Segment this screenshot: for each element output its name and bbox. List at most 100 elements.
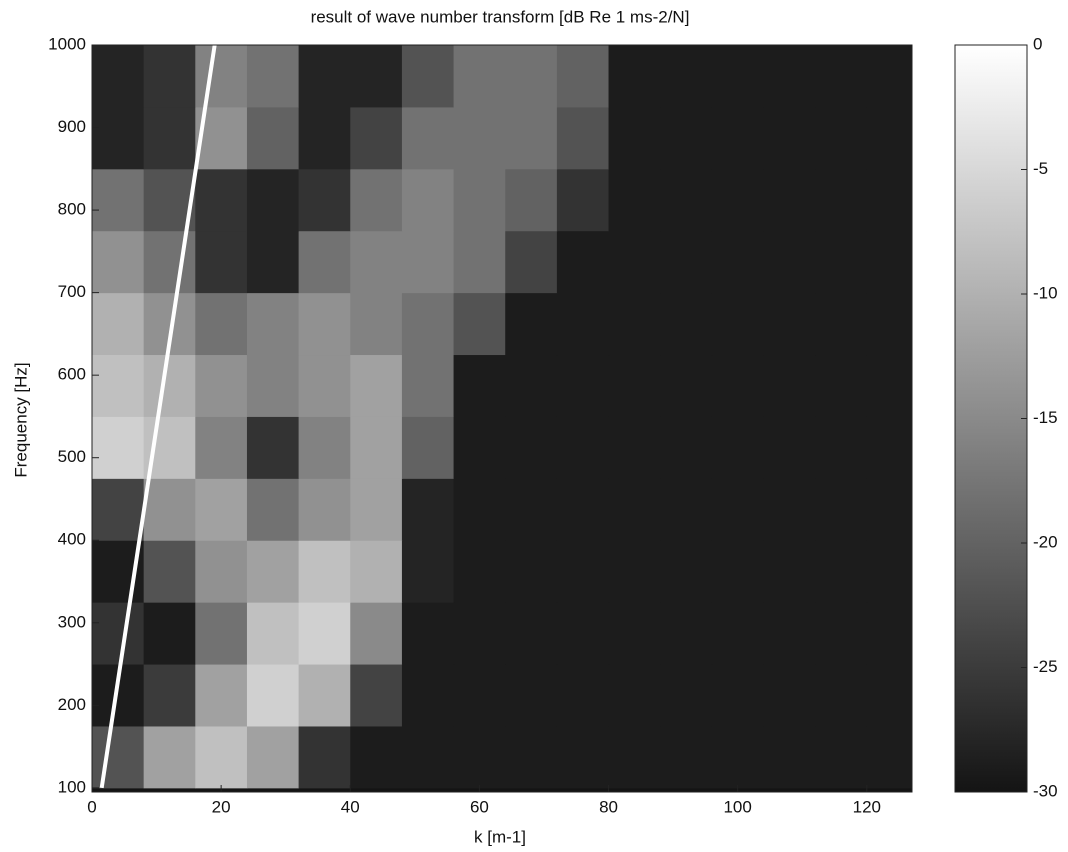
heat-cell — [350, 168, 403, 232]
heat-cell — [195, 292, 248, 356]
heat-cell — [608, 664, 661, 727]
heat-cell — [401, 354, 455, 417]
x-tick-label: 60 — [470, 797, 489, 816]
heat-cell — [350, 106, 403, 170]
heat-cell — [195, 354, 248, 417]
heat-cell — [195, 230, 248, 294]
heat-cell — [660, 540, 713, 603]
heat-cell — [453, 664, 506, 727]
heat-cell — [401, 478, 455, 541]
heat-cell — [556, 478, 610, 541]
heat-cell — [660, 45, 713, 108]
heat-cell — [401, 106, 455, 170]
heat-cell — [143, 478, 196, 541]
heat-cell — [711, 230, 764, 294]
heat-cell — [350, 725, 403, 789]
heat-cell — [505, 106, 558, 170]
heat-cell — [298, 292, 351, 356]
heat-cell — [608, 540, 661, 603]
heat-cell — [195, 725, 248, 789]
heat-cell — [401, 725, 455, 789]
heat-cell — [815, 168, 868, 232]
heat-cell — [556, 168, 610, 232]
y-tick-label: 600 — [58, 365, 86, 384]
heat-cell — [763, 416, 816, 479]
heat-cell — [195, 416, 248, 479]
heat-cell — [453, 292, 506, 356]
heat-cell — [763, 540, 816, 603]
heat-cell — [608, 292, 661, 356]
heat-cell — [556, 106, 610, 170]
colorbar-tick-label: -20 — [1033, 532, 1058, 551]
heat-cell — [505, 45, 558, 108]
heat-cell — [556, 602, 610, 665]
heat-cell — [711, 602, 764, 665]
heat-cell — [195, 45, 248, 108]
y-tick-label: 1000 — [48, 34, 86, 53]
heat-cell — [401, 602, 455, 665]
heat-cell — [92, 354, 145, 417]
colorbar-tick-label: -10 — [1033, 283, 1058, 302]
heat-cell — [92, 292, 145, 356]
y-tick-label: 500 — [58, 447, 86, 466]
heat-cell — [246, 664, 300, 727]
colorbar-tick-label: 0 — [1033, 34, 1042, 53]
heat-cell — [453, 725, 506, 789]
heat-cell — [350, 540, 403, 603]
heat-cell — [143, 602, 196, 665]
heat-cell — [298, 106, 351, 170]
heat-cell — [815, 354, 868, 417]
y-tick-label: 700 — [58, 282, 86, 301]
heat-cell — [660, 292, 713, 356]
heat-cell — [401, 416, 455, 479]
heat-cell — [453, 416, 506, 479]
heat-cell — [608, 354, 661, 417]
heat-cell — [401, 664, 455, 727]
heat-cell — [298, 478, 351, 541]
heat-cell — [556, 725, 610, 789]
heat-cell — [763, 106, 816, 170]
heat-cell — [143, 725, 196, 789]
plot-frame — [91, 44, 913, 793]
heat-cell — [763, 725, 816, 789]
heat-cell — [92, 725, 145, 789]
colorbar-tick-label: -5 — [1033, 159, 1048, 178]
x-tick-label: 0 — [87, 797, 96, 816]
heat-cell — [711, 664, 764, 727]
heat-cell — [246, 725, 300, 789]
heat-cell — [815, 602, 868, 665]
heat-cell — [298, 416, 351, 479]
heat-cell — [143, 106, 196, 170]
heat-cell — [92, 602, 145, 665]
heat-cell — [143, 45, 196, 108]
heat-cell — [763, 478, 816, 541]
heat-cell — [711, 292, 764, 356]
y-tick-label: 900 — [58, 117, 86, 136]
heat-cell — [660, 106, 713, 170]
heat-cell — [246, 45, 300, 108]
heat-cell — [608, 106, 661, 170]
heat-cell — [660, 354, 713, 417]
dispersion-line — [99, 44, 217, 789]
y-tick-label: 800 — [58, 200, 86, 219]
heat-cell — [660, 168, 713, 232]
x-tick-label: 40 — [341, 797, 360, 816]
heat-cell — [763, 168, 816, 232]
heat-cell — [298, 540, 351, 603]
heat-cell — [711, 540, 764, 603]
heat-cell — [350, 45, 403, 108]
heat-cell — [195, 664, 248, 727]
heat-cell — [505, 725, 558, 789]
heat-cell — [763, 45, 816, 108]
heat-cell — [711, 416, 764, 479]
heat-cell — [92, 416, 145, 479]
heat-cell — [505, 478, 558, 541]
y-tick-label: 100 — [58, 777, 86, 796]
heat-cell — [401, 230, 455, 294]
heat-cell — [453, 106, 506, 170]
heat-cell — [660, 416, 713, 479]
heat-cell — [866, 168, 913, 232]
heat-cell — [608, 478, 661, 541]
colorbar-tick-label: -30 — [1033, 781, 1058, 800]
heat-cell — [763, 354, 816, 417]
